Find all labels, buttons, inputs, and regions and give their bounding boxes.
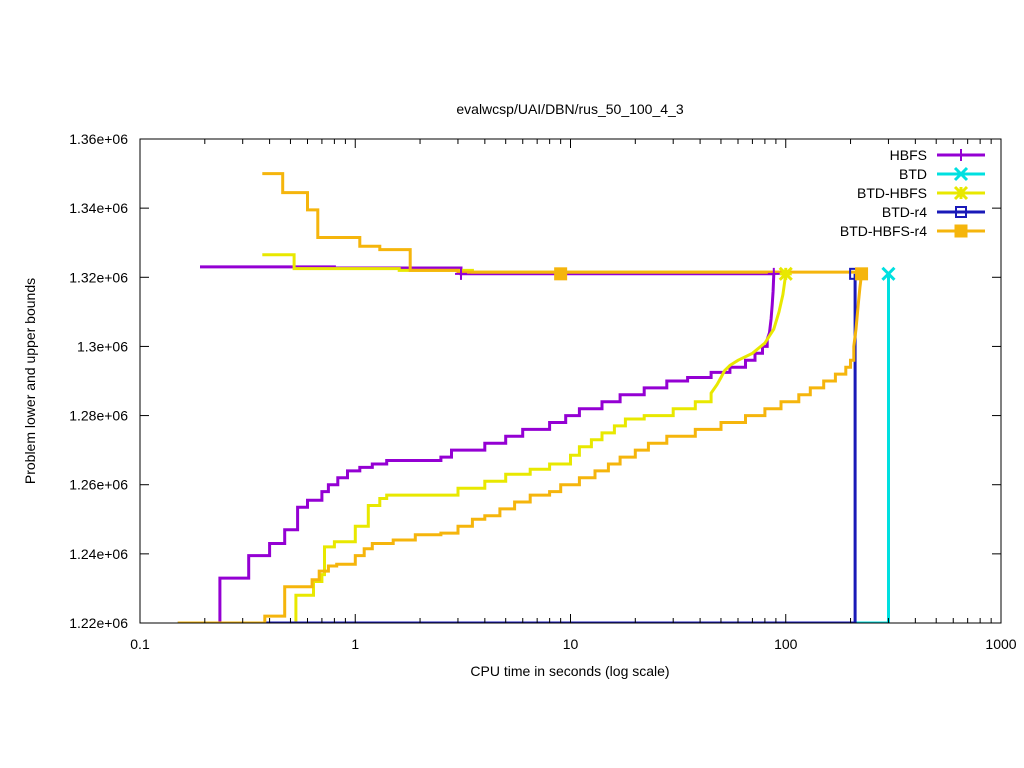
chart-title: evalwcsp/UAI/DBN/rus_50_100_4_3	[456, 101, 683, 117]
x-tick-label: 0.1	[130, 636, 150, 652]
legend-label: BTD-HBFS	[857, 185, 927, 201]
legend-label: HBFS	[890, 147, 927, 163]
legend-label: BTD-r4	[882, 204, 927, 220]
y-tick-label: 1.22e+06	[69, 615, 128, 631]
series-btd-r4	[177, 273, 857, 623]
x-tick-label: 100	[774, 636, 798, 652]
x-axis-label: CPU time in seconds (log scale)	[470, 663, 669, 679]
series-lower-bound-line	[177, 273, 788, 623]
series-markers	[455, 266, 896, 281]
data-point-marker	[554, 267, 568, 281]
legend[interactable]: HBFS BTD BTD-HBFS BTD-r4 BTD-HBFS-r4	[840, 147, 985, 239]
legend-marker	[953, 166, 969, 182]
x-tick-label: 1000	[985, 636, 1016, 652]
series-lower-bound-line	[177, 273, 857, 623]
y-tick-label: 1.34e+06	[69, 200, 128, 216]
y-tick-label: 1.32e+06	[69, 269, 128, 285]
series-btd-hbfs-r4	[177, 172, 864, 623]
series-lower-bound-line	[177, 273, 864, 623]
legend-marker	[954, 224, 968, 238]
x-tick-label: 10	[563, 636, 579, 652]
legend-marker	[955, 149, 967, 161]
x-axis: 0.1 1 10 100 1000	[130, 139, 1017, 652]
series-lower-bound-line	[177, 273, 890, 623]
y-tick-label: 1.3e+06	[77, 338, 128, 354]
y-tick-label: 1.24e+06	[69, 546, 128, 562]
data-point-marker	[855, 267, 869, 281]
x-tick-label: 1	[351, 636, 359, 652]
y-tick-label: 1.36e+06	[69, 131, 128, 147]
legend-marker	[955, 206, 967, 218]
series-btd	[177, 273, 890, 623]
y-tick-label: 1.28e+06	[69, 408, 128, 424]
y-tick-label: 1.26e+06	[69, 477, 128, 493]
plot-area	[177, 172, 890, 623]
legend-label: BTD	[899, 166, 927, 182]
y-axis: 1.22e+06 1.24e+06 1.26e+06 1.28e+06 1.3e+06 1…	[69, 131, 1001, 631]
legend-marker	[953, 185, 969, 201]
y-axis-label: Problem lower and upper bounds	[22, 278, 38, 484]
data-point-marker	[455, 267, 468, 280]
series-lower-bound-line	[177, 273, 776, 623]
legend-label: BTD-HBFS-r4	[840, 223, 927, 239]
data-point-marker	[881, 266, 896, 281]
data-point-marker	[767, 267, 780, 280]
series-upper-bound-line	[262, 172, 862, 274]
data-point-marker	[778, 266, 793, 281]
